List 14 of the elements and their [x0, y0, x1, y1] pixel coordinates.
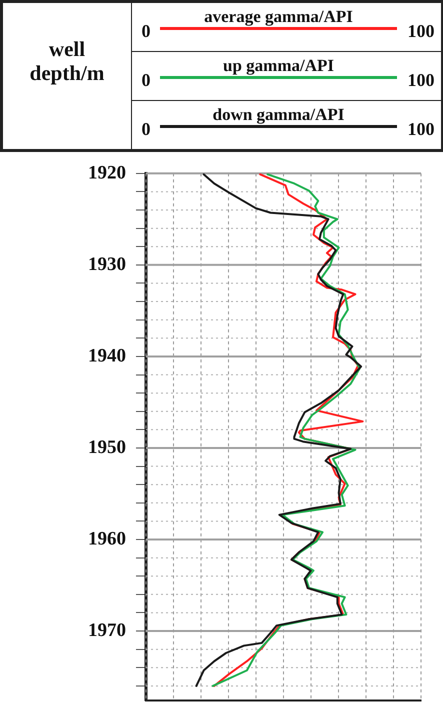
y-tick-label: 1930	[88, 254, 126, 275]
y-tick-label: 1940	[88, 345, 126, 366]
text: down gamma/API	[212, 105, 344, 125]
text: 100	[408, 70, 434, 91]
y-tick-label: 1950	[88, 436, 126, 458]
text: up gamma/API	[223, 56, 334, 76]
y-tick-label: 1920	[88, 162, 126, 184]
y-tick-label: 1960	[88, 528, 126, 550]
x2-tick-label: 100	[408, 21, 434, 42]
y-axis-title: well depth/m	[28, 36, 106, 86]
text: average gamma/API	[204, 7, 353, 27]
x2-tick-label: 0	[142, 21, 150, 42]
y-tick-label: 1970	[88, 620, 126, 641]
text: 0	[142, 70, 150, 91]
